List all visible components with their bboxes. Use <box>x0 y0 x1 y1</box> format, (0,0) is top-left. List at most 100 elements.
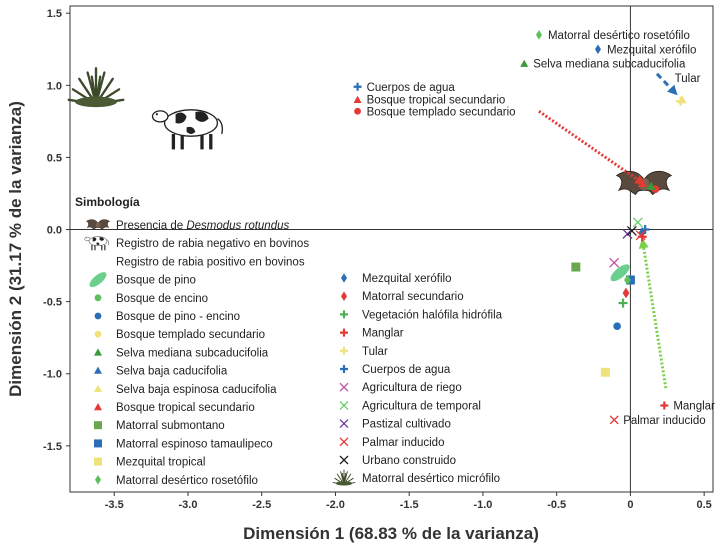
point-label: Selva mediana subcaducifolia <box>533 59 686 71</box>
legend-marker <box>94 384 102 392</box>
legend-marker <box>94 457 102 466</box>
point-label: Palmar inducido <box>623 415 705 427</box>
legend-label: Mezquital xerófilo <box>362 273 451 285</box>
point-label: Tular <box>675 73 701 85</box>
legend-title: Simbología <box>75 195 140 209</box>
legend-label: Bosque de encino <box>116 293 208 305</box>
legend-marker <box>94 348 102 356</box>
point-label: Bosque tropical secundario <box>367 95 506 107</box>
data-point <box>610 264 630 282</box>
legend-label: Bosque de pino - encino <box>116 311 240 323</box>
legend-label: Selva baja caducifolia <box>116 366 228 378</box>
legend-marker <box>341 291 347 301</box>
data-point <box>624 274 631 286</box>
label-marker <box>660 401 669 410</box>
x-tick-label: -3.0 <box>178 499 197 511</box>
legend-label: Matorral submontano <box>116 420 225 432</box>
legend-marker <box>339 455 349 465</box>
legend-label: Cuerpos de agua <box>362 364 451 376</box>
label-marker <box>594 44 601 55</box>
legend-label: Registro de rabia negativo en bovinos <box>116 238 309 250</box>
legend-label: Urbano construido <box>362 455 456 467</box>
y-tick-label: 0.0 <box>47 225 62 237</box>
arrow-line <box>538 110 647 187</box>
x-tick-label: -1.5 <box>400 499 419 511</box>
legend-marker <box>340 365 348 373</box>
legend-label: Bosque tropical secundario <box>116 402 255 414</box>
legend-marker <box>339 400 349 410</box>
y-tick-label: -0.5 <box>43 297 62 309</box>
legend-label: Palmar inducido <box>362 437 444 449</box>
legend-marker <box>339 437 349 447</box>
legend-label: Agricultura de riego <box>362 382 462 394</box>
legend-label: Bosque templado secundario <box>116 329 265 341</box>
legend-label: Bosque de pino <box>116 275 196 287</box>
legend-marker <box>332 469 356 486</box>
label-marker <box>609 415 619 425</box>
legend-label: Registro de rabia positivo en bovinos <box>116 256 305 268</box>
legend-marker <box>94 312 102 320</box>
legend-marker <box>94 294 102 302</box>
x-tick-label: -2.0 <box>326 499 345 511</box>
data-point <box>676 96 686 106</box>
legend-marker <box>89 272 107 288</box>
y-tick-label: -1.0 <box>43 369 62 381</box>
data-point <box>622 228 633 239</box>
legend-label: Matorral espinoso tamaulipeco <box>116 438 273 450</box>
legend-label: Matorral desértico micrófilo <box>362 473 500 485</box>
data-point <box>640 225 650 235</box>
data-point <box>632 217 643 228</box>
legend-marker <box>95 475 101 485</box>
data-point <box>626 226 637 236</box>
legend-label: Pastizal cultivado <box>362 419 451 431</box>
x-tick-label: 0 <box>627 499 633 511</box>
x-tick-label: -3.5 <box>105 499 124 511</box>
agave-illustration <box>67 67 125 109</box>
label-marker <box>353 82 362 91</box>
legend-column-1: Presencia de Desmodus rotundus Registro d… <box>84 219 309 487</box>
point-labels: Matorral desértico rosetófilo Mezquital x… <box>353 30 715 427</box>
x-tick-label: -1.0 <box>473 499 492 511</box>
legend-label: Mezquital tropical <box>116 457 205 469</box>
legend-marker <box>94 439 102 448</box>
y-tick-label: 1.5 <box>47 8 62 20</box>
legend-marker <box>340 310 348 319</box>
legend-column-2: Mezquital xerófilo Matorral secundario Veg… <box>332 273 503 486</box>
x-axis-title: Dimensión 1 (68.83 % de la varianza) <box>243 524 539 543</box>
y-axis-title: Dimensión 2 (31.17 % de la varianza) <box>6 101 25 397</box>
arrow-line <box>640 237 668 389</box>
arrows <box>538 72 679 389</box>
legend-label: Selva baja espinosa caducifolia <box>116 384 277 396</box>
legend-label: Tular <box>362 346 388 358</box>
y-axis-ticks: 1.5 1.0 0.5 0.0 -0.5 -1.0 -1.5 <box>43 8 70 453</box>
data-point <box>622 287 630 299</box>
data-point <box>600 367 610 377</box>
legend-label: Matorral secundario <box>362 291 464 303</box>
legend-label: Matorral desértico rosetófilo <box>116 475 258 487</box>
legend-marker <box>94 366 102 374</box>
cow-illustration <box>150 108 225 152</box>
legend: Simbología Presencia de Desmodus rotundu… <box>75 195 503 487</box>
legend-marker <box>94 403 102 411</box>
y-tick-label: -1.5 <box>43 441 62 453</box>
y-tick-label: 1.0 <box>47 80 62 92</box>
point-label: Matorral desértico rosetófilo <box>548 30 690 42</box>
legend-marker <box>340 328 348 337</box>
legend-marker <box>339 382 349 392</box>
data-points <box>571 95 687 377</box>
label-marker <box>353 95 362 103</box>
y-tick-label: 0.5 <box>47 152 62 164</box>
x-tick-label: 0.5 <box>697 499 712 511</box>
data-point <box>609 257 620 268</box>
legend-label: Agricultura de temporal <box>362 400 481 412</box>
data-point <box>637 178 647 187</box>
legend-marker <box>340 346 348 355</box>
plot-frame <box>69 5 714 493</box>
point-label: Mezquital xerófilo <box>607 44 696 56</box>
legend-marker <box>94 330 102 338</box>
legend-marker <box>94 421 102 430</box>
label-marker <box>354 107 361 115</box>
x-tick-label: -2.5 <box>252 499 271 511</box>
legend-marker <box>339 419 349 429</box>
